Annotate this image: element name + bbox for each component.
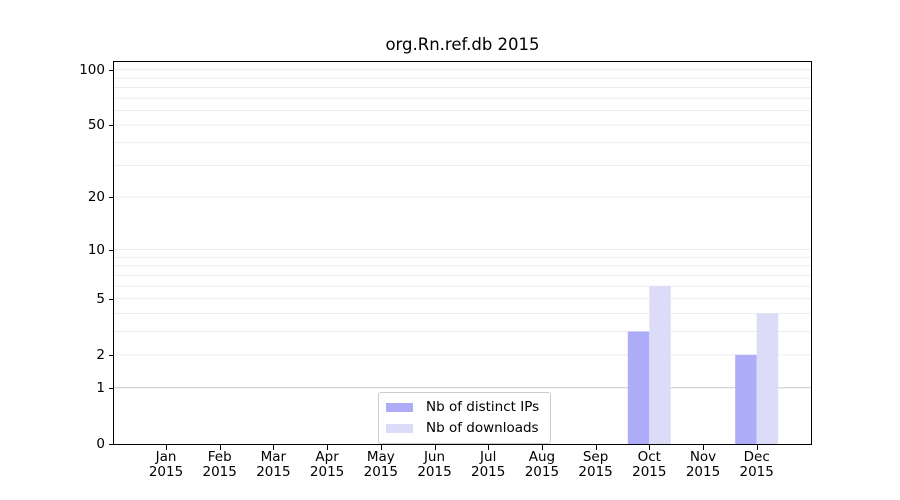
x-tick-month: May — [366, 449, 395, 465]
x-tick-month: Oct — [637, 449, 661, 465]
x-tick-label-jun: Jun 2015 — [403, 450, 467, 479]
y-tick-mark — [109, 354, 114, 356]
bars-and-gridlines-svg — [114, 69, 811, 444]
x-tick-year: 2015 — [685, 463, 721, 480]
bar-dec-nb-of-distinct-ips — [735, 354, 757, 444]
x-tick-mark — [488, 445, 490, 450]
y-tick-label-100: 100 — [79, 61, 105, 78]
y-tick-mark — [109, 69, 114, 71]
x-tick-year: 2015 — [578, 463, 613, 480]
x-tick-mark — [649, 445, 651, 450]
y-tick-mark — [109, 387, 114, 389]
x-tick-year: 2015 — [363, 463, 398, 480]
plot-area: Nb of distinct IPs Nb of downloads — [113, 61, 812, 445]
x-tick-month: Jun — [423, 449, 446, 465]
x-tick-year: 2015 — [256, 463, 291, 480]
x-tick-mark — [327, 445, 329, 450]
x-tick-month: Jul — [480, 449, 497, 465]
x-tick-year: 2015 — [471, 463, 506, 480]
y-tick-mark — [109, 125, 114, 127]
x-tick-label-mar: Mar 2015 — [241, 450, 305, 479]
legend-swatch-distinct-ips-icon — [386, 402, 413, 412]
x-tick-label-feb: Feb 2015 — [188, 450, 252, 479]
y-tick-label-0: 0 — [96, 436, 105, 452]
x-tick-label-nov: Nov 2015 — [671, 450, 735, 479]
x-tick-month: Jan — [155, 449, 177, 465]
x-tick-mark — [219, 445, 221, 450]
x-tick-year: 2015 — [309, 463, 345, 480]
bar-oct-nb-of-distinct-ips — [627, 331, 650, 444]
x-tick-label-aug: Aug 2015 — [510, 450, 574, 479]
x-tick-mark — [541, 445, 543, 450]
y-tick-mark — [109, 298, 114, 300]
x-tick-month: Dec — [743, 449, 770, 465]
x-tick-label-oct: Oct 2015 — [617, 450, 681, 479]
x-tick-label-dec: Dec 2015 — [725, 450, 789, 479]
x-tick-year: 2015 — [739, 463, 774, 480]
x-tick-month: Apr — [315, 449, 339, 465]
y-tick-mark — [109, 197, 114, 199]
y-tick-label-20: 20 — [87, 189, 105, 206]
legend-box: Nb of distinct IPs Nb of downloads — [378, 392, 552, 444]
bar-oct-nb-of-downloads — [649, 286, 671, 444]
x-tick-mark — [166, 445, 167, 450]
x-tick-month: Feb — [207, 449, 232, 465]
x-tick-mark — [595, 445, 597, 450]
x-tick-mark — [756, 445, 758, 450]
x-tick-month: Aug — [528, 449, 556, 465]
legend-label-downloads: Nb of downloads — [426, 420, 539, 436]
legend-label-distinct-ips: Nb of distinct IPs — [426, 399, 540, 415]
y-tick-label-2: 2 — [96, 346, 105, 363]
x-tick-label-jan: Jan 2015 — [134, 450, 198, 479]
y-tick-label-10: 10 — [87, 241, 105, 258]
legend-item-distinct-ips: Nb of distinct IPs — [386, 399, 539, 415]
x-tick-year: 2015 — [202, 463, 237, 480]
x-tick-mark — [703, 445, 704, 450]
x-tick-year: 2015 — [524, 463, 560, 480]
x-tick-mark — [380, 445, 382, 450]
x-tick-mark — [273, 445, 275, 450]
x-tick-label-jul: Jul 2015 — [456, 450, 520, 479]
x-tick-month: Sep — [582, 449, 609, 465]
x-tick-year: 2015 — [148, 463, 184, 480]
legend-swatch-downloads-icon — [386, 423, 413, 433]
x-tick-mark — [434, 445, 436, 450]
y-tick-label-1: 1 — [96, 379, 105, 396]
x-tick-year: 2015 — [632, 463, 667, 480]
y-tick-mark — [109, 249, 114, 251]
y-tick-label-50: 50 — [87, 117, 105, 134]
legend-item-downloads: Nb of downloads — [386, 420, 539, 436]
y-tick-mark — [109, 444, 114, 445]
x-tick-label-sep: Sep 2015 — [564, 450, 628, 479]
x-tick-year: 2015 — [417, 463, 452, 480]
x-tick-label-apr: Apr 2015 — [295, 450, 359, 479]
x-tick-month: Mar — [260, 449, 287, 465]
y-tick-label-5: 5 — [96, 290, 105, 307]
x-tick-label-may: May 2015 — [349, 450, 413, 479]
x-tick-month: Nov — [689, 449, 717, 465]
bar-dec-nb-of-downloads — [756, 313, 779, 444]
chart-title: org.Rn.ref.db 2015 — [385, 35, 540, 54]
